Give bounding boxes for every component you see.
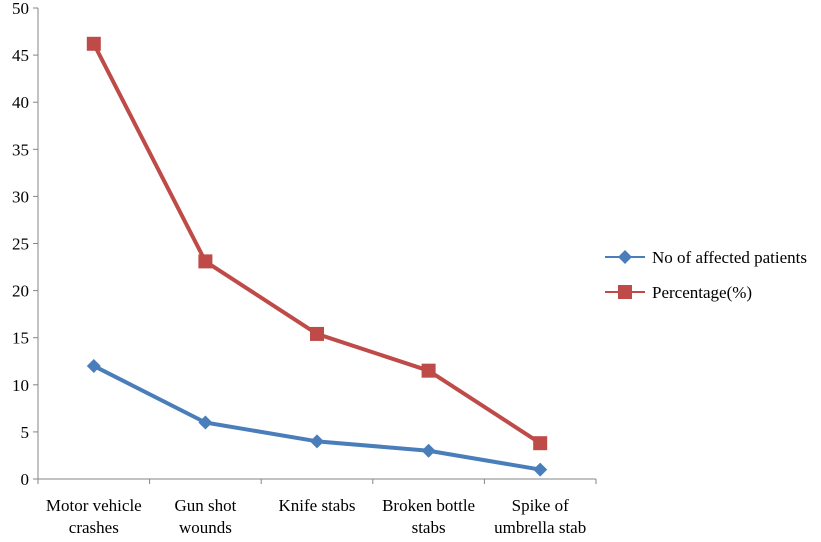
y-tick-label: 35 — [12, 140, 29, 159]
x-tick-label: Motor vehicle crashes — [46, 496, 142, 537]
series-line — [92, 364, 541, 472]
legend-marker — [618, 250, 632, 264]
data-point — [86, 358, 101, 373]
data-point — [86, 36, 101, 51]
y-tick-label: 30 — [12, 187, 29, 206]
x-tick-label: Spike of umbrella stab — [494, 496, 586, 537]
legend-entry: No of affected patients — [605, 248, 807, 267]
y-tick-label: 20 — [12, 282, 29, 301]
legend-marker — [618, 285, 632, 299]
y-tick-label: 45 — [12, 46, 29, 65]
legend-label: Percentage(%) — [652, 283, 752, 302]
data-point — [421, 363, 436, 378]
data-point — [198, 254, 213, 269]
data-point — [198, 415, 213, 430]
data-point — [533, 462, 548, 477]
series-0 — [86, 358, 548, 477]
data-point — [310, 326, 324, 341]
x-tick-label: Broken bottle stabs — [382, 496, 475, 537]
data-point — [310, 434, 324, 449]
y-tick-label: 15 — [12, 329, 29, 348]
series-line — [92, 42, 542, 445]
y-tick-label: 40 — [12, 93, 29, 112]
data-point — [421, 443, 436, 458]
x-tick-label: Gun shot wounds — [174, 496, 236, 537]
y-tick-label: 50 — [12, 0, 29, 18]
legend-entry: Percentage(%) — [605, 283, 752, 302]
data-point — [533, 436, 548, 451]
y-tick-label: 25 — [12, 235, 29, 254]
legend-label: No of affected patients — [652, 248, 807, 267]
series-1 — [86, 36, 548, 451]
y-tick-label: 10 — [12, 376, 29, 395]
x-tick-label: Knife stabs — [279, 496, 356, 515]
y-tick-label: 0 — [21, 470, 30, 489]
y-tick-label: 5 — [21, 423, 30, 442]
